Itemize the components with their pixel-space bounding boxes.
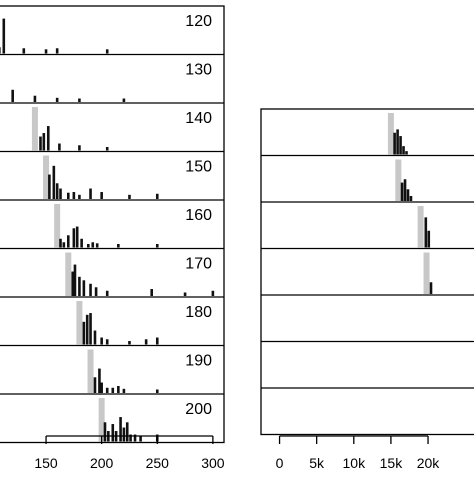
panel-left-4: 150 — [0, 150, 224, 199]
panel-right-3 — [261, 201, 474, 248]
panel-label: 180 — [185, 304, 212, 321]
plot-frame — [260, 108, 474, 436]
reference-bar — [31, 107, 38, 151]
reference-bar — [76, 301, 83, 345]
panel-left-6: 170 — [0, 247, 224, 296]
panel-label: 120 — [185, 13, 212, 30]
panel-label: 200 — [185, 401, 212, 418]
x-tick-label: 250 — [146, 455, 170, 471]
x-tick-label: 10k — [343, 455, 367, 471]
panel-label: 170 — [185, 256, 212, 273]
panel-right-4 — [261, 247, 474, 294]
chart-left: 120 130 140 150 160 170 180 190 200 150 200 250 300 — [0, 5, 225, 471]
panel-label: 160 — [185, 207, 212, 224]
reference-bar — [395, 159, 402, 201]
panel-left-9: 200 — [0, 393, 224, 442]
chart-right: 0 5k 10k 15k 20k — [260, 108, 474, 471]
panel-label: 190 — [185, 353, 212, 370]
reference-bar — [87, 349, 94, 393]
reference-bar — [43, 155, 50, 199]
panel-left-3: 140 — [0, 102, 224, 151]
x-tick-label: 300 — [201, 455, 225, 471]
x-axis-right: 0 5k 10k 15k 20k — [276, 435, 441, 471]
x-tick-label: 20k — [417, 455, 441, 471]
x-tick-label: 15k — [380, 455, 404, 471]
reference-bar — [54, 204, 61, 248]
x-axis-left: 150 200 250 300 — [34, 435, 225, 471]
panel-left-7: 180 — [0, 296, 224, 345]
panel-right-1 — [387, 113, 408, 155]
reference-bar — [65, 252, 72, 296]
x-tick-label: 150 — [34, 455, 58, 471]
x-tick-label: 0 — [276, 455, 284, 471]
reference-bar — [387, 113, 394, 155]
panel-left-2: 130 — [0, 53, 224, 102]
reference-bar — [423, 252, 430, 294]
reference-bar — [98, 398, 105, 442]
panel-label: 140 — [185, 110, 212, 127]
panel-label: 130 — [185, 62, 212, 79]
panel-left-8: 190 — [0, 344, 224, 393]
x-tick-label: 200 — [90, 455, 114, 471]
panel-left-1: 120 — [0, 13, 212, 54]
reference-bar — [417, 206, 424, 248]
panel-left-5: 160 — [0, 199, 224, 248]
panel-label: 150 — [185, 159, 212, 176]
panel-right-2 — [261, 154, 474, 201]
plot-frame — [0, 5, 225, 444]
x-tick-label: 5k — [309, 455, 325, 471]
